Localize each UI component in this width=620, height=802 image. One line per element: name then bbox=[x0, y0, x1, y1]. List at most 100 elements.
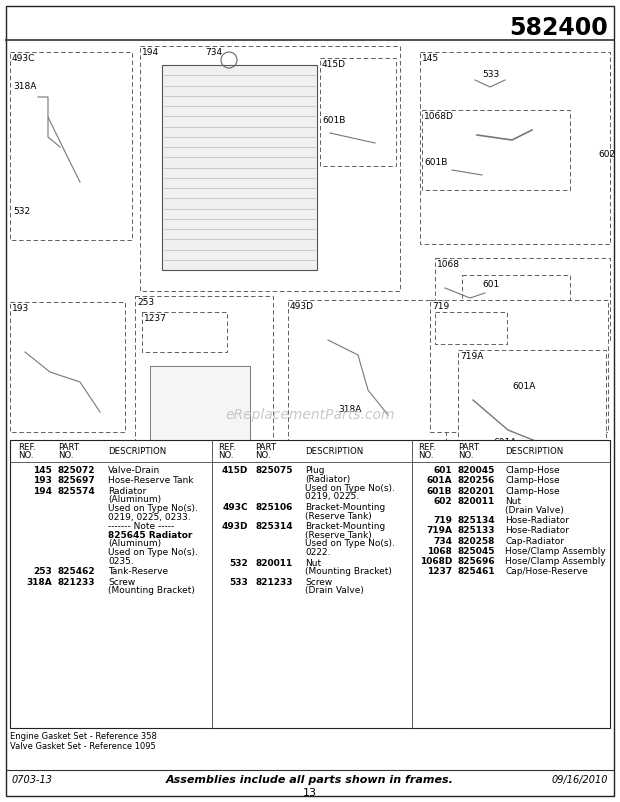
Text: (Aluminum): (Aluminum) bbox=[108, 540, 161, 549]
Text: 825072: 825072 bbox=[58, 466, 95, 475]
Text: 601B: 601B bbox=[427, 487, 452, 496]
Text: Assemblies include all parts shown in frames.: Assemblies include all parts shown in fr… bbox=[166, 775, 454, 785]
Text: NO.: NO. bbox=[218, 451, 234, 460]
Text: 825645 Radiator: 825645 Radiator bbox=[108, 531, 192, 540]
Text: 825697: 825697 bbox=[58, 476, 95, 485]
Text: 0219, 0225, 0233.: 0219, 0225, 0233. bbox=[108, 513, 190, 522]
Text: 825462: 825462 bbox=[58, 567, 95, 577]
Text: 318A: 318A bbox=[13, 82, 37, 91]
Text: (Mounting Bracket): (Mounting Bracket) bbox=[305, 567, 392, 577]
Text: PART: PART bbox=[255, 443, 276, 452]
Text: Clamp-Hose: Clamp-Hose bbox=[505, 487, 560, 496]
Text: 719: 719 bbox=[433, 516, 452, 525]
Text: 734: 734 bbox=[433, 537, 452, 545]
Text: 825045: 825045 bbox=[458, 547, 495, 556]
Text: DESCRIPTION: DESCRIPTION bbox=[505, 447, 563, 456]
Text: 318A: 318A bbox=[338, 405, 361, 414]
Text: DESCRIPTION: DESCRIPTION bbox=[108, 447, 166, 456]
Text: 825461: 825461 bbox=[458, 568, 495, 577]
Text: 1068: 1068 bbox=[427, 547, 452, 556]
Text: REF.: REF. bbox=[218, 443, 236, 452]
Bar bbox=[435, 258, 610, 340]
Text: 820011: 820011 bbox=[458, 497, 495, 506]
Bar bbox=[288, 300, 446, 488]
Text: 493C: 493C bbox=[223, 503, 248, 512]
Text: Used on Type No(s).: Used on Type No(s). bbox=[305, 484, 395, 492]
Bar bbox=[420, 52, 610, 244]
Text: Used on Type No(s).: Used on Type No(s). bbox=[108, 504, 198, 513]
Text: 825133: 825133 bbox=[458, 526, 495, 535]
Bar bbox=[150, 366, 250, 476]
Text: Cap/Hose-Reserve: Cap/Hose-Reserve bbox=[505, 568, 588, 577]
Text: 533: 533 bbox=[482, 70, 499, 79]
Text: 194: 194 bbox=[33, 487, 52, 496]
Text: 1068: 1068 bbox=[437, 260, 460, 269]
Text: NO.: NO. bbox=[255, 451, 270, 460]
Text: 09/16/2010: 09/16/2010 bbox=[552, 775, 608, 785]
Text: 719A: 719A bbox=[460, 352, 484, 361]
Text: 820256: 820256 bbox=[458, 476, 495, 485]
Text: 820258: 820258 bbox=[458, 537, 495, 545]
Bar bbox=[320, 58, 396, 166]
Text: Hose-Radiator: Hose-Radiator bbox=[505, 526, 569, 535]
Text: 0703-13: 0703-13 bbox=[12, 775, 53, 785]
Text: PART: PART bbox=[58, 443, 79, 452]
Text: 825696: 825696 bbox=[458, 557, 495, 566]
Text: NO.: NO. bbox=[58, 451, 74, 460]
Bar bbox=[430, 300, 608, 432]
Text: 719: 719 bbox=[432, 302, 450, 311]
Text: 532: 532 bbox=[13, 207, 30, 216]
Text: 533: 533 bbox=[229, 577, 248, 586]
Text: 0219, 0225.: 0219, 0225. bbox=[305, 492, 359, 501]
Text: NO.: NO. bbox=[418, 451, 433, 460]
Text: Plug: Plug bbox=[305, 466, 324, 475]
Text: Hose-Reserve Tank: Hose-Reserve Tank bbox=[108, 476, 193, 485]
Text: 601: 601 bbox=[433, 466, 452, 475]
Text: Valve Gasket Set - Reference 1095: Valve Gasket Set - Reference 1095 bbox=[10, 742, 156, 751]
Text: (Aluminum): (Aluminum) bbox=[108, 496, 161, 504]
Text: 194: 194 bbox=[142, 48, 159, 57]
Text: REF.: REF. bbox=[418, 443, 436, 452]
Bar bbox=[435, 312, 507, 344]
Text: 1068D: 1068D bbox=[420, 557, 452, 566]
Text: 145: 145 bbox=[33, 466, 52, 475]
Text: 601B: 601B bbox=[322, 116, 345, 125]
Text: 493D: 493D bbox=[290, 302, 314, 311]
Text: (Reserve Tank): (Reserve Tank) bbox=[305, 512, 372, 520]
Text: 719A: 719A bbox=[426, 526, 452, 535]
Text: Used on Type No(s).: Used on Type No(s). bbox=[305, 540, 395, 549]
Text: Hose-Radiator: Hose-Radiator bbox=[505, 516, 569, 525]
Text: 0222.: 0222. bbox=[305, 549, 330, 557]
Text: 820201: 820201 bbox=[458, 487, 495, 496]
Text: 493C: 493C bbox=[12, 54, 35, 63]
Text: 602: 602 bbox=[598, 150, 615, 159]
Text: 0235.: 0235. bbox=[108, 557, 134, 566]
Text: Bracket-Mounting: Bracket-Mounting bbox=[305, 503, 385, 512]
Bar bbox=[10, 52, 132, 240]
Text: Cap-Radiator: Cap-Radiator bbox=[505, 537, 564, 545]
Text: 820011: 820011 bbox=[255, 558, 292, 568]
Text: 825134: 825134 bbox=[458, 516, 495, 525]
Text: Engine Gasket Set - Reference 358: Engine Gasket Set - Reference 358 bbox=[10, 732, 157, 741]
Text: 601A: 601A bbox=[512, 382, 536, 391]
Text: eReplacementParts.com: eReplacementParts.com bbox=[225, 408, 395, 422]
Text: 825314: 825314 bbox=[255, 522, 293, 531]
Text: (Drain Valve): (Drain Valve) bbox=[505, 506, 564, 515]
Text: 13: 13 bbox=[303, 788, 317, 798]
Text: Valve-Drain: Valve-Drain bbox=[108, 466, 160, 475]
Text: 532: 532 bbox=[229, 558, 248, 568]
Text: 601A: 601A bbox=[493, 438, 516, 447]
Text: 825574: 825574 bbox=[58, 487, 95, 496]
Text: 582400: 582400 bbox=[509, 16, 608, 40]
Text: 193: 193 bbox=[33, 476, 52, 485]
Text: Radiator: Radiator bbox=[108, 487, 146, 496]
Text: 601B: 601B bbox=[424, 158, 448, 167]
Bar bbox=[10, 440, 610, 728]
Text: Nut: Nut bbox=[305, 558, 321, 568]
Text: 253: 253 bbox=[137, 298, 154, 307]
Bar bbox=[140, 46, 400, 291]
Text: REF.: REF. bbox=[18, 443, 36, 452]
Text: PART: PART bbox=[458, 443, 479, 452]
Bar bbox=[142, 312, 227, 352]
Text: 1237: 1237 bbox=[427, 568, 452, 577]
